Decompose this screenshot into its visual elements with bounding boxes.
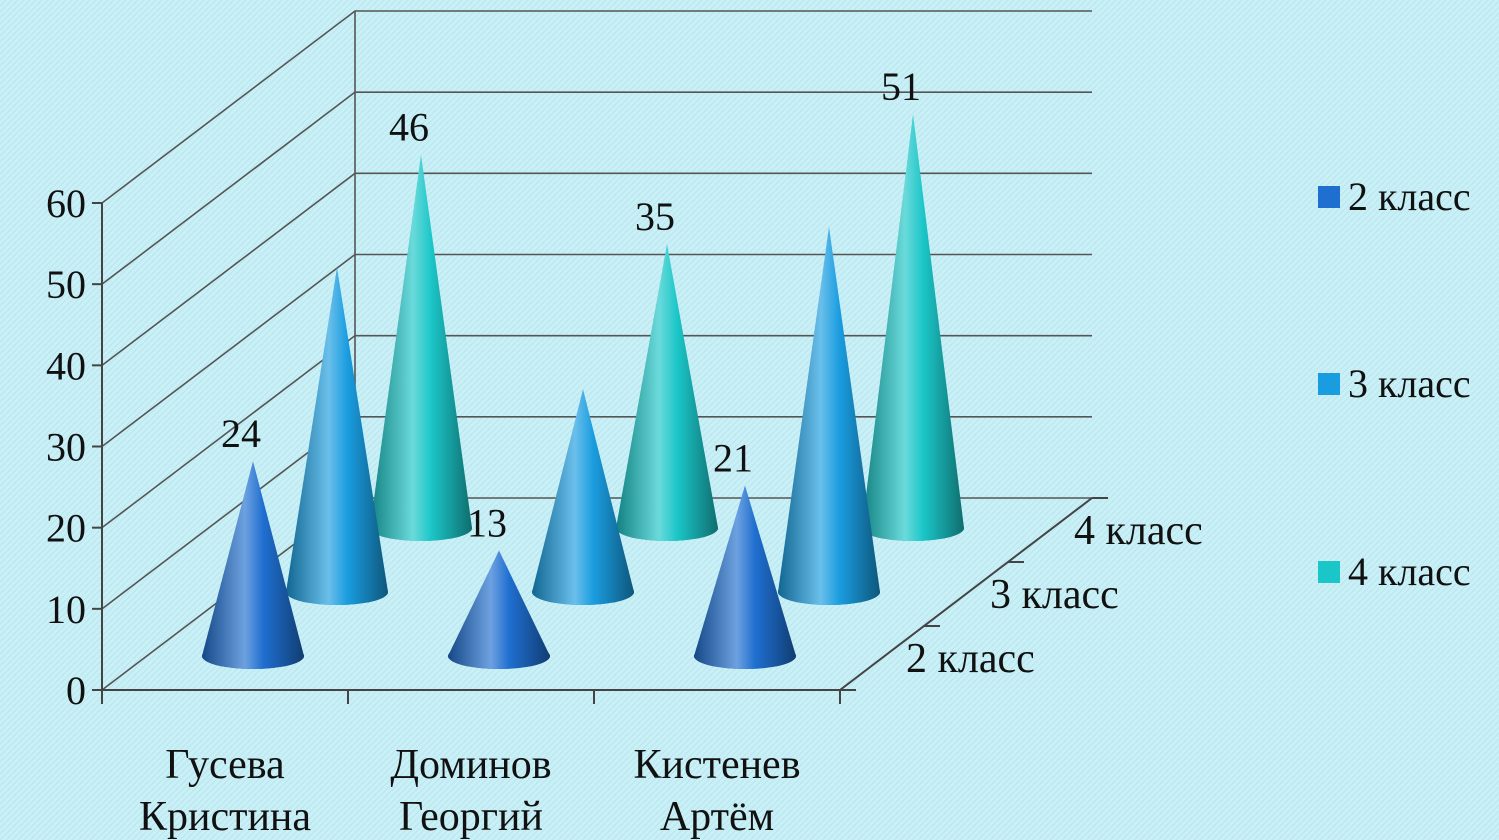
x-category-label: Кистенев xyxy=(633,742,800,788)
y-tick-label: 50 xyxy=(46,262,86,307)
data-label: 21 xyxy=(713,436,753,481)
data-label: 46 xyxy=(389,105,429,150)
x-category-label: Кристина xyxy=(139,794,311,840)
legend-swatch xyxy=(1318,561,1340,583)
cone-bar xyxy=(370,154,472,541)
cone-body xyxy=(202,461,304,669)
x-category-label: Доминов xyxy=(390,742,551,788)
y-tick-label: 60 xyxy=(46,181,86,226)
cone-body xyxy=(448,550,550,669)
y-tick-label: 20 xyxy=(46,506,86,551)
legend-label: 3 класс xyxy=(1348,361,1471,406)
legend-label: 2 класс xyxy=(1348,174,1471,219)
x-category-label: Георгий xyxy=(399,794,543,840)
cone-body xyxy=(286,267,388,605)
legend-entry: 3 класс xyxy=(1318,361,1471,406)
depth-axis-label: 3 класс xyxy=(990,572,1119,618)
cones xyxy=(202,114,964,669)
legend: 2 класс 3 класс 4 класс xyxy=(1318,174,1471,594)
cone-bar xyxy=(202,461,304,669)
x-category-label: Артём xyxy=(660,794,774,840)
cone-body xyxy=(616,243,718,541)
y-tick-label: 0 xyxy=(66,668,86,713)
legend-label: 4 класс xyxy=(1348,549,1471,594)
x-category-label: Гусева xyxy=(165,742,285,788)
legend-swatch xyxy=(1318,373,1340,395)
legend-entry: 4 класс xyxy=(1318,549,1471,594)
legend-entry: 2 класс xyxy=(1318,174,1471,219)
cone-bar xyxy=(694,485,796,669)
cone-body xyxy=(370,154,472,541)
axes xyxy=(92,202,1108,704)
cone-body xyxy=(862,114,964,542)
y-tick-label: 40 xyxy=(46,343,86,388)
depth-axis-label: 4 класс xyxy=(1074,508,1203,554)
cone-bar xyxy=(286,267,388,605)
cone-bar xyxy=(616,243,718,541)
legend-swatch xyxy=(1318,186,1340,208)
data-label: 51 xyxy=(881,64,921,109)
cone-body xyxy=(532,389,634,605)
cone-body xyxy=(778,226,880,605)
data-label: 35 xyxy=(635,194,675,239)
cone-bar xyxy=(448,550,550,669)
data-label: 24 xyxy=(221,411,261,456)
depth-axis-label: 2 класс xyxy=(906,636,1035,682)
labels: 0 10 20 30 40 50 60 Гусева Кристина Доминов Георги… xyxy=(46,64,1203,840)
cone-bar xyxy=(778,226,880,605)
cone-body xyxy=(694,485,796,669)
y-tick-label: 30 xyxy=(46,425,86,470)
data-label: 13 xyxy=(467,500,507,545)
cone-bar xyxy=(862,114,964,542)
y-tick-label: 10 xyxy=(46,587,86,632)
cone-bar xyxy=(532,389,634,605)
